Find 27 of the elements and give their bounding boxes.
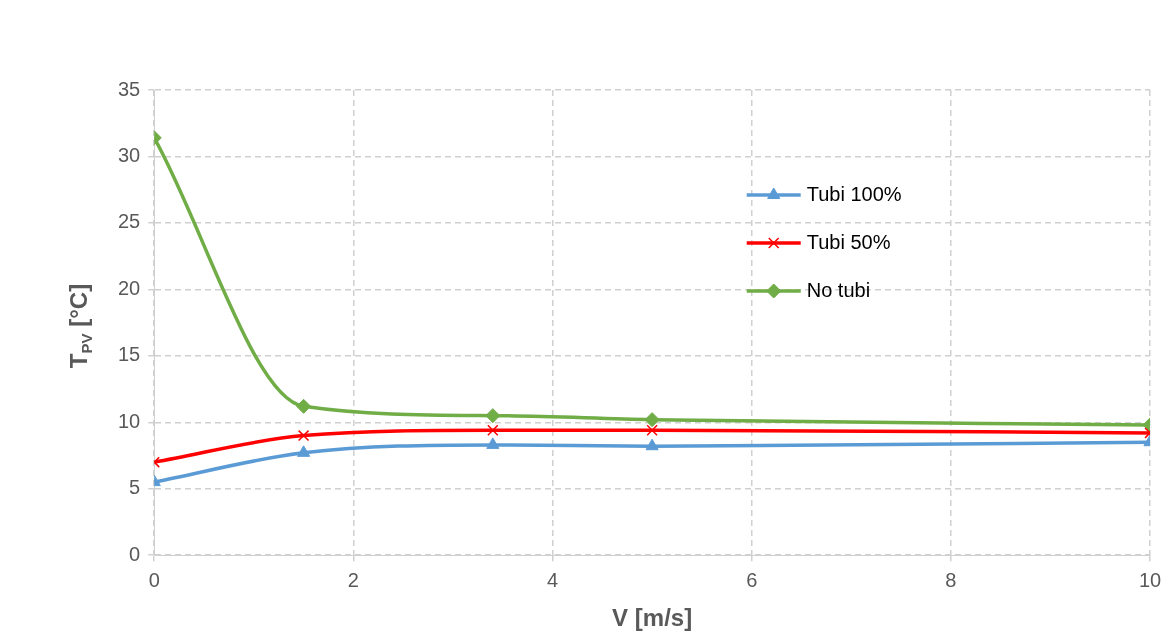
x-tick-label: 4 — [546, 568, 559, 591]
point — [297, 445, 311, 457]
y-tick-label: 15 — [118, 343, 141, 366]
y-tick-label: 25 — [118, 210, 141, 233]
y-tick-label: 30 — [118, 143, 141, 166]
point — [645, 438, 659, 451]
y-tick-label: 0 — [129, 542, 141, 565]
x-axis-title: V [m/s] — [612, 604, 693, 632]
point — [485, 408, 501, 424]
point — [644, 412, 660, 428]
point — [297, 429, 310, 442]
x-tick-label: 8 — [945, 568, 957, 591]
y-tick-label: 10 — [118, 409, 141, 432]
legend-label: Tubi 50% — [806, 230, 891, 253]
x-tick-label: 10 — [1138, 568, 1162, 591]
x-tick-label: 0 — [148, 568, 160, 591]
point — [296, 398, 312, 414]
point — [646, 424, 658, 436]
legend-label: Tubi 100% — [806, 182, 902, 205]
point — [486, 437, 500, 449]
x-tick-label: 2 — [347, 568, 359, 591]
y-tick-label: 20 — [118, 276, 141, 299]
legend-label: No tubi — [806, 278, 871, 301]
x-tick-label: 6 — [746, 568, 758, 591]
y-tick-label: 35 — [118, 77, 141, 100]
y-tick-label: 5 — [129, 476, 141, 499]
point — [487, 424, 499, 436]
